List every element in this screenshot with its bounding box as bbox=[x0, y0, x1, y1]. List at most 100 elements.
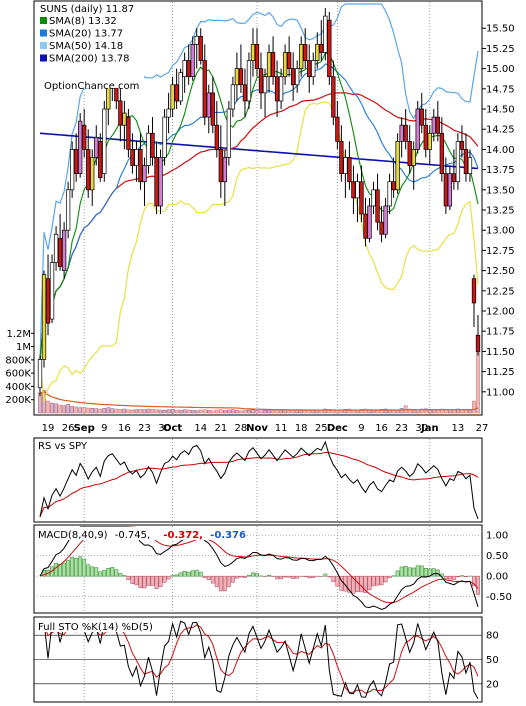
macd-histogram-bar bbox=[70, 556, 75, 577]
volume-bar bbox=[214, 409, 219, 414]
macd-histogram-bar bbox=[399, 566, 404, 577]
price-tick-label: 15.25 bbox=[486, 44, 515, 55]
legend-entry: SMA(20) 13.77 bbox=[49, 29, 123, 40]
volume-bar bbox=[291, 410, 296, 414]
candle-body bbox=[447, 173, 453, 207]
date-tick-label: 9 bbox=[358, 423, 364, 434]
macd-histogram-bar bbox=[114, 569, 119, 577]
rs-line bbox=[39, 440, 479, 520]
volume-bar bbox=[110, 408, 115, 414]
price-tick-label: 14.50 bbox=[486, 105, 515, 116]
candle-body bbox=[130, 149, 135, 166]
volume-bar bbox=[126, 409, 131, 414]
volume-bar bbox=[62, 405, 66, 414]
volume-bar bbox=[251, 409, 255, 414]
candle-body bbox=[102, 108, 107, 175]
candle-body bbox=[371, 189, 376, 207]
macd-histogram-bar bbox=[443, 575, 448, 579]
macd-histogram-bar bbox=[411, 567, 416, 577]
macd-histogram-bar bbox=[242, 575, 247, 578]
candle-body bbox=[234, 68, 240, 86]
volume-tick-label: 600K bbox=[5, 369, 31, 380]
candle-body bbox=[218, 149, 223, 183]
macd-histogram-bar bbox=[311, 575, 316, 578]
volume-bar bbox=[423, 408, 428, 414]
macd-histogram-bar bbox=[158, 575, 163, 588]
rs-average-line bbox=[39, 451, 479, 518]
candle-body bbox=[65, 189, 71, 231]
candle-body bbox=[323, 15, 328, 53]
macd-histogram bbox=[42, 556, 480, 595]
volume-bar bbox=[435, 409, 440, 414]
candle-body bbox=[427, 132, 432, 150]
macd-histogram-bar bbox=[323, 573, 328, 577]
volume-bar bbox=[158, 409, 163, 414]
candle-body bbox=[198, 35, 203, 61]
macd-histogram-bar bbox=[222, 575, 227, 592]
candle-body bbox=[154, 157, 159, 207]
macd-histogram-bar bbox=[459, 575, 464, 577]
macd-histogram-bar bbox=[275, 575, 280, 580]
price-axis: 15.50 15.25 15.00 14.75 14.50 14.25 14.00 13.75… bbox=[482, 24, 515, 398]
volume-bar bbox=[142, 409, 147, 414]
macd-histogram-bar bbox=[170, 575, 175, 577]
date-tick-label: 23 bbox=[395, 423, 408, 434]
date-tick-label: 30 bbox=[158, 423, 171, 434]
volume-bar bbox=[174, 409, 179, 414]
volume-bar bbox=[456, 408, 460, 414]
macd-histogram-bar bbox=[162, 575, 167, 583]
candle-body bbox=[90, 157, 95, 191]
candle-body bbox=[387, 181, 392, 207]
volume-bar bbox=[255, 410, 259, 414]
macd-histogram-bar bbox=[267, 574, 271, 577]
volume-bar bbox=[343, 409, 348, 414]
volume-bar bbox=[66, 404, 70, 414]
macd-histogram-bar bbox=[150, 575, 155, 586]
candle-body bbox=[431, 116, 436, 134]
macd-value: -0.745, bbox=[115, 530, 150, 541]
candle-body bbox=[182, 60, 187, 78]
volume-tick-label: 800K bbox=[5, 355, 31, 366]
date-tick-label: 18 bbox=[295, 423, 308, 434]
candle-body bbox=[226, 108, 232, 158]
macd-label-background bbox=[36, 527, 246, 540]
volume-tick-label: 1M bbox=[16, 342, 31, 353]
date-tick-label: 11 bbox=[275, 423, 288, 434]
macd-histogram-bar bbox=[102, 569, 107, 577]
legend-background bbox=[38, 2, 144, 88]
price-tick-label: 14.00 bbox=[486, 145, 515, 156]
volume-bar bbox=[198, 409, 203, 414]
date-tick-label: 25 bbox=[315, 423, 328, 434]
macd-histogram-bar bbox=[230, 575, 235, 583]
macd-histogram-bar bbox=[118, 573, 123, 577]
candle-body bbox=[118, 100, 123, 126]
date-tick-label: 16 bbox=[118, 423, 131, 434]
candle-body bbox=[339, 140, 344, 175]
macd-histogram-bar bbox=[190, 570, 195, 577]
volume-axis: 1.2M 1M 800K 600K 400K 200K bbox=[5, 329, 34, 406]
macd-histogram-bar bbox=[98, 571, 103, 577]
macd-histogram-bar bbox=[255, 573, 259, 577]
volume-bar bbox=[307, 410, 312, 414]
candle-body bbox=[278, 76, 284, 102]
candle-body bbox=[214, 124, 219, 150]
volume-bar bbox=[186, 409, 191, 414]
candle-body bbox=[347, 157, 352, 183]
volume-bar bbox=[98, 408, 103, 414]
volume-bar bbox=[383, 408, 388, 414]
volume-bar bbox=[439, 408, 444, 414]
date-tick-label: 13 bbox=[452, 423, 465, 434]
candle-body bbox=[407, 140, 412, 166]
macd-hist-value: -0.376 bbox=[210, 530, 246, 541]
date-tick-label: 28 bbox=[235, 423, 248, 434]
legend-entry: SMA(8) 13.32 bbox=[49, 16, 117, 27]
candle-body bbox=[126, 116, 131, 150]
price-tick-label: 14.75 bbox=[486, 84, 515, 95]
macd-histogram-bar bbox=[367, 575, 372, 591]
macd-histogram-bar bbox=[247, 574, 251, 577]
macd-histogram-bar bbox=[371, 575, 376, 587]
rs-panel-frame bbox=[33, 437, 483, 523]
legend-entry: SMA(50) 14.18 bbox=[49, 41, 123, 52]
candle-body bbox=[395, 140, 400, 191]
